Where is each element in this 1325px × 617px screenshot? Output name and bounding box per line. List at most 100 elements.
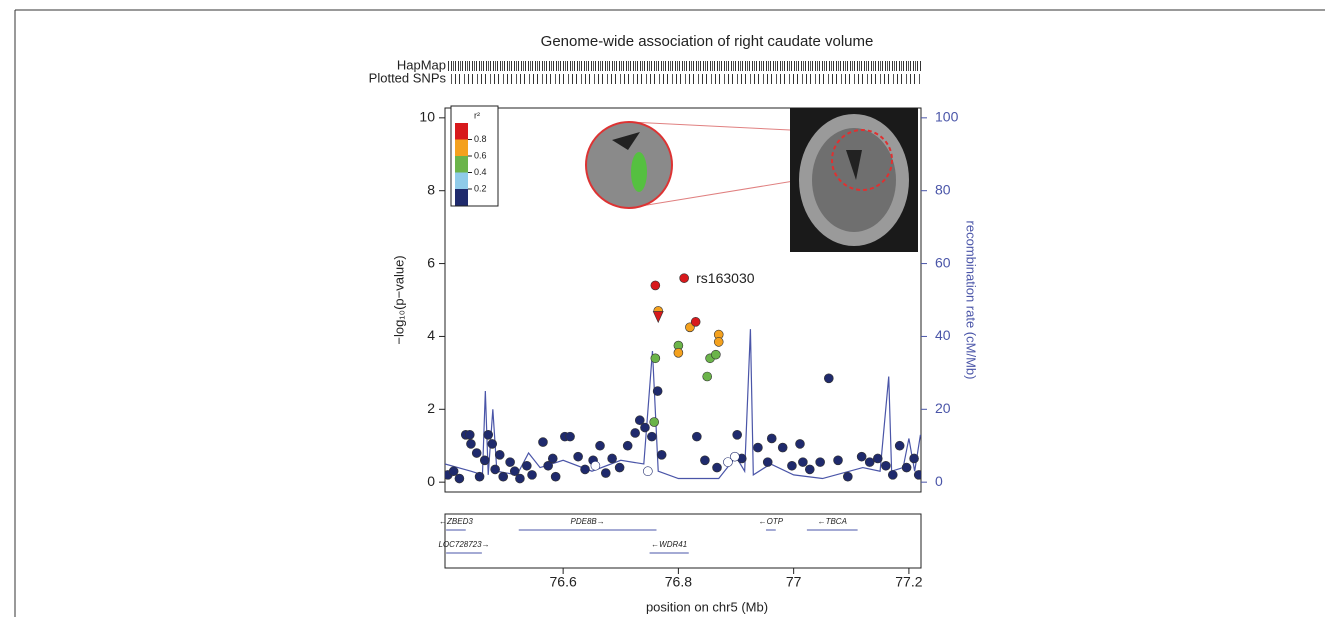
- snp-point: [650, 353, 661, 364]
- snp-point: [543, 460, 553, 471]
- snp-point: [833, 455, 843, 466]
- snp-point: [595, 440, 605, 451]
- snp-point: [795, 439, 805, 449]
- y2-tick-label: 40: [935, 327, 951, 343]
- legend-tick-label: 0.4: [474, 167, 487, 177]
- snp-point: [550, 471, 561, 482]
- snp-point: [730, 451, 740, 462]
- snp-point: [647, 431, 657, 442]
- legend-tick-label: 0.8: [474, 134, 487, 144]
- connector: [628, 179, 801, 209]
- snp-point: [643, 466, 653, 477]
- y2-tick-label: 100: [935, 109, 959, 125]
- snp-point: [471, 448, 482, 458]
- snp-point: [490, 464, 500, 475]
- snp-point: [652, 386, 663, 396]
- x-tick-label: 76.6: [550, 574, 577, 590]
- region-marker: [831, 129, 893, 191]
- plot-area: [445, 273, 921, 484]
- snp-point: [515, 473, 525, 484]
- snp-point: [652, 311, 664, 324]
- gene-label: ←ZBED3: [439, 517, 473, 526]
- snp-point: [565, 431, 575, 442]
- snp-point: [713, 337, 724, 347]
- snp-point: [909, 453, 919, 464]
- legend-swatch: [455, 156, 468, 173]
- connector: [628, 121, 791, 131]
- snp-point: [766, 433, 777, 444]
- snp-point: [573, 451, 583, 462]
- snp-point: [887, 470, 898, 480]
- legend-swatch: [455, 139, 468, 156]
- rug-label: Plotted SNPs: [369, 70, 447, 85]
- y-tick-label: 0: [427, 473, 435, 489]
- snp-point: [538, 437, 548, 447]
- snp-point: [522, 460, 532, 471]
- ventricle: [612, 132, 640, 150]
- gene-label: LOC728723→: [438, 540, 489, 549]
- y-tick-label: 4: [427, 327, 435, 343]
- gene-label: ←WDR41: [651, 540, 687, 549]
- snp-point: [649, 417, 659, 427]
- snp-point: [464, 430, 475, 440]
- snp-point: [494, 450, 505, 460]
- snp-point: [798, 457, 808, 467]
- gene-label: ←TBCA: [818, 517, 847, 526]
- snp-point: [823, 373, 834, 384]
- snp-point: [913, 470, 921, 480]
- y-axis-title: −log₁₀(p−value): [391, 255, 406, 344]
- x-axis-title: position on chr5 (Mb): [646, 599, 768, 614]
- snp-point: [901, 462, 912, 473]
- snp-point: [650, 280, 661, 291]
- x-tick-label: 76.8: [665, 574, 692, 590]
- y-tick-label: 2: [427, 400, 435, 416]
- snp-point: [777, 442, 788, 453]
- snp-point: [804, 464, 815, 475]
- snp-point: [483, 430, 494, 440]
- snp-point: [894, 440, 905, 451]
- snp-point: [466, 439, 476, 449]
- snp-rug: [448, 74, 921, 84]
- snp-point: [753, 442, 763, 453]
- snp-point: [454, 473, 465, 484]
- snp-point: [580, 464, 590, 475]
- x-tick-label: 77: [786, 574, 802, 590]
- snp-point: [590, 460, 601, 471]
- chart-title: Genome-wide association of right caudate…: [541, 33, 874, 50]
- y2-tick-label: 60: [935, 254, 951, 270]
- snp-point: [487, 439, 498, 449]
- annotation: rs163030: [696, 270, 755, 286]
- y2-tick-label: 0: [935, 473, 943, 489]
- hapmap-rug: [448, 61, 921, 71]
- snp-point: [856, 451, 867, 462]
- gene-label: PDE8B→: [571, 517, 605, 526]
- snp-point: [509, 466, 520, 477]
- snp-point: [474, 471, 485, 482]
- snp-point: [448, 466, 459, 477]
- snp-point: [634, 415, 645, 426]
- brain-inset: [585, 108, 918, 252]
- legend-tick-label: 0.2: [474, 183, 487, 193]
- snp-point: [711, 349, 721, 360]
- snp-point: [640, 422, 650, 433]
- y-tick-label: 6: [427, 254, 435, 270]
- rug-label: HapMap: [397, 57, 446, 72]
- caudate: [631, 152, 647, 192]
- snp-point: [600, 468, 611, 478]
- snp-point: [843, 471, 853, 482]
- recombination-line: [445, 329, 921, 480]
- snp-point: [527, 470, 537, 480]
- legend-title: r²: [474, 110, 480, 120]
- ventricles: [846, 150, 862, 180]
- snp-point: [732, 430, 742, 440]
- snp-point: [690, 317, 701, 327]
- legend-swatch: [455, 172, 468, 189]
- y-tick-label: 8: [427, 181, 435, 197]
- gene-label: ←OTP: [759, 517, 784, 526]
- snp-point: [787, 460, 797, 471]
- legend-swatch: [455, 189, 468, 206]
- snp-point: [815, 457, 825, 467]
- snp-point: [881, 460, 891, 471]
- zoom-image: [585, 121, 673, 209]
- snp-point: [656, 450, 667, 460]
